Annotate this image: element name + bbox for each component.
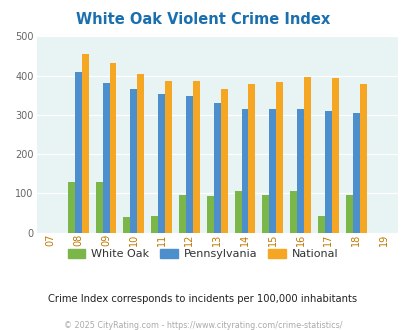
Bar [317,216,324,233]
Bar [220,89,227,233]
Bar [241,109,248,233]
Bar [165,81,172,233]
Legend: White Oak, Pennsylvania, National: White Oak, Pennsylvania, National [63,244,342,263]
Bar [248,84,255,233]
Bar [331,78,338,233]
Bar [262,195,269,233]
Bar [179,195,185,233]
Bar [303,77,310,233]
Bar [296,109,303,233]
Bar [345,195,352,233]
Bar [95,182,102,233]
Bar [359,84,366,233]
Bar [158,94,165,233]
Bar [185,96,192,233]
Bar [123,217,130,233]
Text: © 2025 CityRating.com - https://www.cityrating.com/crime-statistics/: © 2025 CityRating.com - https://www.city… [64,321,341,330]
Bar [290,191,296,233]
Bar [102,83,109,233]
Text: Crime Index corresponds to incidents per 100,000 inhabitants: Crime Index corresponds to incidents per… [48,294,357,304]
Bar [352,113,359,233]
Bar [109,63,116,233]
Bar [275,82,283,233]
Text: White Oak Violent Crime Index: White Oak Violent Crime Index [76,12,329,26]
Bar [81,54,88,233]
Bar [68,182,75,233]
Bar [269,109,275,233]
Bar [75,72,81,233]
Bar [213,103,220,233]
Bar [151,216,158,233]
Bar [192,81,199,233]
Bar [130,89,137,233]
Bar [137,74,144,233]
Bar [234,191,241,233]
Bar [206,196,213,233]
Bar [324,111,331,233]
